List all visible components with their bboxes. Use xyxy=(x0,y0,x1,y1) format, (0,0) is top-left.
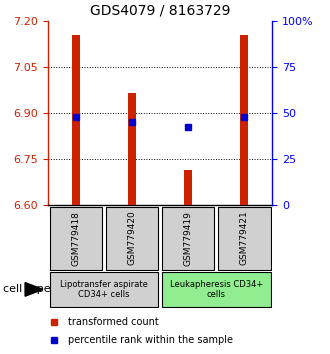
Text: GSM779419: GSM779419 xyxy=(183,211,193,266)
Bar xyxy=(106,207,158,269)
Text: GSM779420: GSM779420 xyxy=(127,211,137,266)
Text: transformed count: transformed count xyxy=(68,318,159,327)
Bar xyxy=(218,207,271,269)
Bar xyxy=(162,272,271,307)
Text: Leukapheresis CD34+
cells: Leukapheresis CD34+ cells xyxy=(170,280,263,299)
Title: GDS4079 / 8163729: GDS4079 / 8163729 xyxy=(90,3,230,17)
Bar xyxy=(50,207,102,269)
Text: Lipotransfer aspirate
CD34+ cells: Lipotransfer aspirate CD34+ cells xyxy=(60,280,148,299)
Text: percentile rank within the sample: percentile rank within the sample xyxy=(68,335,233,344)
Bar xyxy=(240,35,248,205)
Bar xyxy=(184,170,192,205)
Text: GSM779421: GSM779421 xyxy=(240,211,249,266)
Bar xyxy=(72,35,80,205)
Bar xyxy=(50,272,158,307)
Text: GSM779418: GSM779418 xyxy=(71,211,81,266)
Text: cell type: cell type xyxy=(3,284,51,294)
Bar xyxy=(162,207,214,269)
Polygon shape xyxy=(25,282,43,296)
Bar xyxy=(128,93,136,205)
